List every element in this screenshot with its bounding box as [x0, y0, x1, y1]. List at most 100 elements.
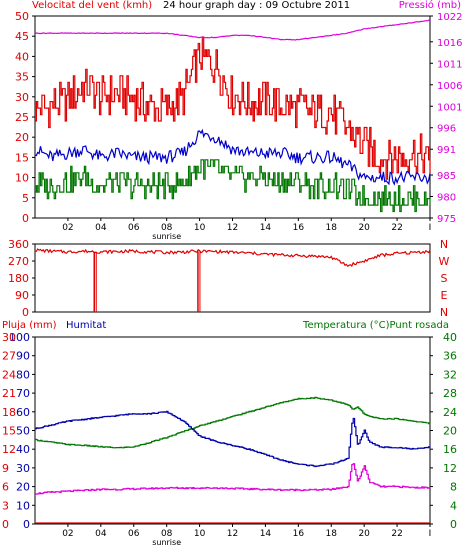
wind-pressure-title: 24 hour graph day : 09 Octubre 2011 [163, 0, 351, 11]
temperature-tick-label: 4 [450, 499, 457, 512]
temperature-tick-label: 16 [443, 443, 457, 456]
humidity-tick-label: 100 [9, 331, 30, 344]
wind-avg-series [34, 128, 431, 186]
dir-tick-label: 270 [8, 255, 29, 268]
x-tick-label: 10 [194, 529, 206, 539]
dir-tick-label: 0 [22, 306, 29, 316]
humidity-axis-title: Humitat [66, 320, 107, 331]
sunrise-label: sunrise [152, 538, 181, 547]
x-tick-label: 14 [260, 529, 272, 539]
temperature-tick-label: 32 [443, 368, 457, 381]
x-tick-label: 12 [227, 223, 238, 233]
right-tick-label: 975 [437, 214, 456, 225]
humidity-tick-label: 90 [16, 350, 30, 363]
rain-tick-label: 18 [2, 406, 16, 419]
left-tick-label: 40 [15, 50, 29, 63]
rain-tick-label: 30 [2, 331, 16, 344]
right-tick-label: 991 [437, 145, 456, 156]
right-tick-label: 1011 [437, 59, 462, 70]
x-tick-label: 08 [161, 529, 173, 539]
right-tick-label: 1001 [437, 102, 462, 113]
wind-axis-title: Velocitat del vent (kmh) [32, 0, 153, 11]
x-tick-label: 14 [260, 223, 272, 233]
wind-pressure-chart: 0 5 10 15 20 25 30 35 40 45 50 975 980 985 991 996 1001 1… [15, 10, 462, 240]
wind-gust-series [35, 36, 431, 180]
rain-tick-label: 24 [2, 368, 16, 381]
right-tick-label: 980 [437, 193, 456, 204]
humidity-tick-label: 50 [16, 425, 30, 438]
temperature-tick-label: 12 [443, 462, 457, 475]
plot-frame [34, 243, 431, 313]
x-tick-label: 04 [95, 529, 107, 539]
wind-direction-series [34, 248, 431, 268]
x-tick-label: 08 [161, 223, 173, 233]
left-tick-label: 45 [15, 30, 29, 43]
rain-tick-label: 21 [2, 387, 16, 400]
temperature-tick-label: 0 [450, 518, 457, 531]
temperature-tick-label: 36 [443, 350, 457, 363]
x-tick-label: 18 [326, 529, 338, 539]
compass-label: W [439, 255, 450, 268]
humidity-tick-label: 0 [23, 518, 30, 531]
humidity-tick-label: 30 [16, 462, 30, 475]
dir-tick-label: 180 [8, 272, 29, 285]
dewpoint-series [35, 463, 431, 495]
x-tick-label: 20 [358, 223, 370, 233]
x-tick-label: 20 [358, 529, 370, 539]
rain-tick-label: 12 [2, 443, 16, 456]
x-tick-label: 06 [128, 223, 140, 233]
temperature-series [35, 396, 431, 449]
rain-tick-label: 0 [2, 518, 9, 531]
compass-label: E [441, 289, 448, 302]
x-tick-label: 22 [391, 529, 402, 539]
humidity-tick-label: 80 [16, 368, 30, 381]
rain-tick-label: 15 [2, 425, 16, 438]
compass-label: N [440, 306, 448, 316]
rain-tick-label: 27 [2, 350, 16, 363]
left-tick-label: 20 [15, 131, 29, 144]
right-tick-label: 1022 [437, 12, 462, 23]
dir-tick-label: 90 [15, 289, 29, 302]
temperature-axis-title: Temperatura (°C)Punt rosada [303, 320, 449, 331]
x-tick-label: 22 [391, 223, 402, 233]
x-tick-label: 12 [227, 529, 238, 539]
humidity-series [35, 410, 431, 468]
left-tick-label: 5 [22, 192, 29, 205]
humidity-temperature-chart: 0102030405060708090100036912151821242730… [2, 331, 457, 547]
compass-label: S [441, 272, 448, 285]
x-tick-label: I [429, 223, 432, 233]
compass-label: N [440, 238, 448, 251]
left-tick-label: 0 [22, 212, 29, 225]
rain-tick-label: 6 [2, 481, 9, 494]
wind-min-series [35, 159, 431, 213]
left-tick-label: 25 [15, 111, 29, 124]
left-tick-label: 10 [15, 172, 29, 185]
humidity-tick-label: 20 [16, 481, 30, 494]
x-tick-label: 06 [128, 529, 140, 539]
temperature-tick-label: 20 [443, 425, 457, 438]
temperature-tick-label: 28 [443, 387, 457, 400]
humidity-tick-label: 60 [16, 406, 30, 419]
x-tick-label: 16 [293, 529, 305, 539]
right-tick-label: 985 [437, 171, 456, 182]
rain-tick-label: 3 [2, 499, 9, 512]
temperature-tick-label: 24 [443, 406, 457, 419]
right-tick-label: 1006 [437, 81, 462, 92]
humidity-tick-label: 70 [16, 387, 30, 400]
plot-frame [34, 336, 431, 525]
dir-tick-label: 360 [8, 238, 29, 251]
rain-tick-label: 9 [2, 462, 9, 475]
x-tick-label: I [429, 529, 432, 539]
right-tick-label: 1016 [437, 38, 462, 49]
pressure-series [34, 19, 431, 41]
left-tick-label: 35 [15, 71, 29, 84]
rain-axis-title: Pluja (mm) [2, 320, 57, 331]
left-tick-label: 30 [15, 91, 29, 104]
humidity-tick-label: 10 [16, 499, 30, 512]
x-tick-label: 02 [62, 529, 73, 539]
left-tick-label: 15 [15, 151, 29, 164]
temperature-tick-label: 40 [443, 331, 457, 344]
pressure-axis-title: Pressió (mb) [398, 0, 461, 11]
